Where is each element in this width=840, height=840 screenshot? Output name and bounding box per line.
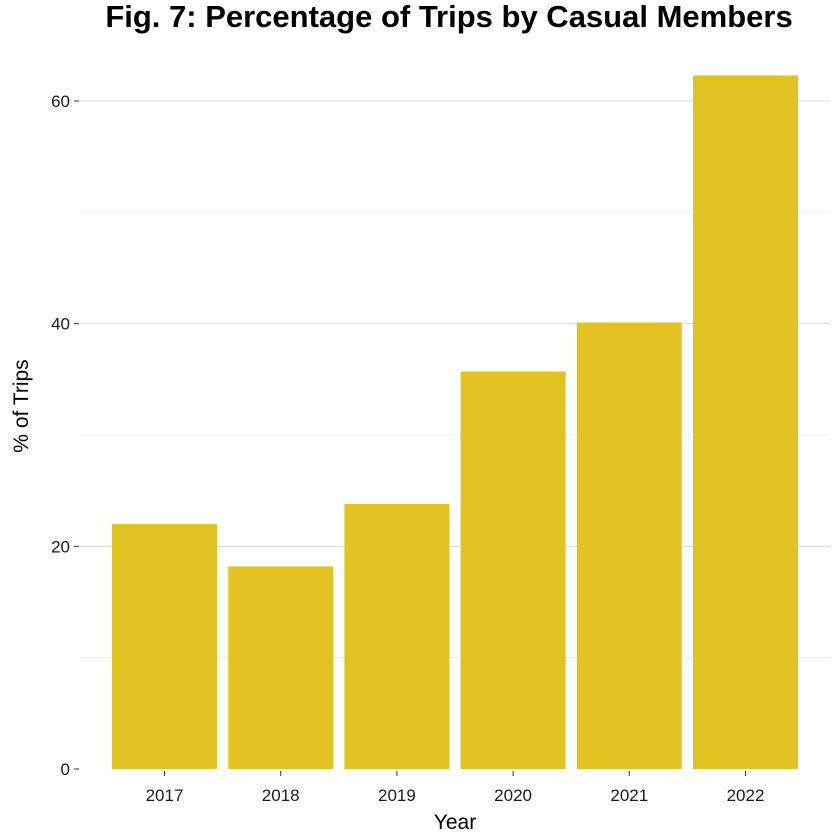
y-axis-title: % of Trips xyxy=(10,359,33,452)
bar-2022 xyxy=(693,75,798,770)
bars xyxy=(112,75,798,770)
x-tick-label: 2022 xyxy=(727,786,765,805)
x-tick-label: 2017 xyxy=(146,786,184,805)
x-tick-label: 2021 xyxy=(610,786,648,805)
bar-2019 xyxy=(344,504,450,769)
y-tick-label: 60 xyxy=(51,92,70,111)
chart-title: Fig. 7: Percentage of Trips by Casual Me… xyxy=(105,0,792,34)
x-axis-ticks: 2017 2018 2019 2020 2021 2022 xyxy=(146,771,765,805)
bar-2017 xyxy=(112,524,217,769)
x-tick-label: 2019 xyxy=(378,786,416,805)
y-tick-label: 20 xyxy=(51,537,70,556)
bar-2018 xyxy=(228,566,334,769)
y-tick-label: 0 xyxy=(61,760,70,779)
y-axis-ticks: 0 20 40 60 xyxy=(51,92,79,779)
bar-2021 xyxy=(576,322,682,769)
x-tick-label: 2018 xyxy=(262,786,300,805)
x-axis-title: Year xyxy=(434,811,476,834)
bar-2020 xyxy=(460,371,566,769)
x-tick-label: 2020 xyxy=(494,786,532,805)
y-tick-label: 40 xyxy=(51,315,70,334)
